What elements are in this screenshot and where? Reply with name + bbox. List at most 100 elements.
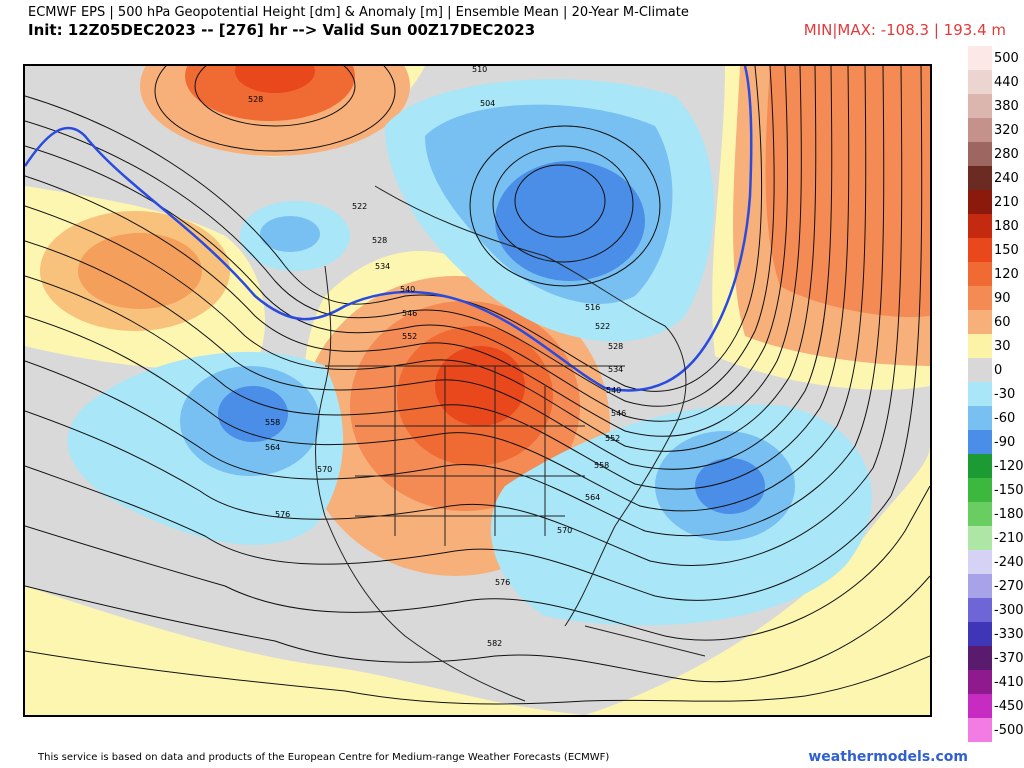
positive-anomaly-us-core [435, 346, 525, 426]
legend-swatch [968, 286, 992, 310]
legend-row: 210 [968, 190, 1024, 214]
legend-label: 30 [994, 338, 1011, 354]
min-max-readout: MIN|MAX: -108.3 | 193.4 m [803, 21, 1006, 39]
legend-label: -330 [994, 626, 1024, 642]
legend-swatch [968, 262, 992, 286]
positive-anomaly-north-core [235, 66, 315, 93]
legend-row: -150 [968, 478, 1024, 502]
contour-label: 528 [248, 95, 263, 104]
legend-row: 320 [968, 118, 1024, 142]
legend-label: 280 [994, 146, 1019, 162]
map-canvas: 510 504 528 522 528 534 540 546 552 558 … [25, 66, 930, 715]
legend-swatch [968, 142, 992, 166]
legend-row: 0 [968, 358, 1024, 382]
legend-swatch [968, 214, 992, 238]
legend-label: 440 [994, 74, 1019, 90]
contour-label: 534 [375, 262, 390, 271]
legend-swatch [968, 358, 992, 382]
legend-row: 440 [968, 70, 1024, 94]
legend-row: 180 [968, 214, 1024, 238]
contour-label: 570 [557, 526, 572, 535]
negative-anomaly-atlantic-core [695, 458, 765, 514]
legend-label: 320 [994, 122, 1019, 138]
brand-link[interactable]: weathermodels.com [808, 749, 968, 765]
contour-label: 504 [480, 99, 495, 108]
legend-row: -210 [968, 526, 1024, 550]
positive-anomaly-atlantic-inner [765, 66, 930, 317]
contour-label: 558 [265, 418, 280, 427]
legend-swatch [968, 46, 992, 70]
positive-anomaly-zone-south-east [585, 446, 930, 715]
contour-label: 540 [400, 285, 415, 294]
legend-row: -30 [968, 382, 1024, 406]
contour-label: 564 [265, 443, 280, 452]
legend-row: 120 [968, 262, 1024, 286]
legend-swatch [968, 622, 992, 646]
legend-label: -210 [994, 530, 1024, 546]
legend-row: -370 [968, 646, 1024, 670]
legend-row: -60 [968, 406, 1024, 430]
positive-anomaly-north-mid [185, 66, 355, 121]
anomaly-color-legend: 500 440 380 320 280 240 210 180 150 120 90 60 30 0 -30… [968, 46, 1024, 750]
legend-row: -240 [968, 550, 1024, 574]
contour-label: 540 [606, 386, 621, 395]
legend-label: -300 [994, 602, 1024, 618]
legend-row: 240 [968, 166, 1024, 190]
legend-label: 500 [994, 50, 1019, 66]
legend-label: -500 [994, 722, 1024, 738]
legend-label: 150 [994, 242, 1019, 258]
legend-label: -120 [994, 458, 1024, 474]
ecmwf-disclaimer: This service is based on data and produc… [38, 752, 610, 763]
legend-swatch [968, 94, 992, 118]
legend-swatch [968, 70, 992, 94]
contour-label: 582 [487, 639, 502, 648]
legend-swatch [968, 670, 992, 694]
legend-row: 150 [968, 238, 1024, 262]
legend-row: 280 [968, 142, 1024, 166]
contour-label: 558 [594, 461, 609, 470]
legend-label: 380 [994, 98, 1019, 114]
contour-label: 510 [472, 66, 487, 74]
legend-label: 210 [994, 194, 1019, 210]
legend-swatch [968, 598, 992, 622]
legend-swatch [968, 526, 992, 550]
legend-swatch [968, 190, 992, 214]
legend-row: -90 [968, 430, 1024, 454]
legend-row: 500 [968, 46, 1024, 70]
legend-label: 0 [994, 362, 1003, 378]
contour-label: 552 [605, 434, 620, 443]
legend-row: -120 [968, 454, 1024, 478]
contour-label: 552 [402, 332, 417, 341]
legend-swatch [968, 478, 992, 502]
legend-row: 90 [968, 286, 1024, 310]
legend-row: -330 [968, 622, 1024, 646]
legend-label: -60 [994, 410, 1016, 426]
legend-label: -30 [994, 386, 1016, 402]
legend-label: -270 [994, 578, 1024, 594]
legend-label: -150 [994, 482, 1024, 498]
contour-label: 570 [317, 465, 332, 474]
legend-label: -180 [994, 506, 1024, 522]
contour-label: 522 [352, 202, 367, 211]
legend-row: -300 [968, 598, 1024, 622]
legend-label: 180 [994, 218, 1019, 234]
legend-label: -410 [994, 674, 1024, 690]
legend-swatch [968, 454, 992, 478]
legend-label: 240 [994, 170, 1019, 186]
legend-swatch [968, 166, 992, 190]
contour-label: 546 [402, 309, 417, 318]
contour-label: 576 [275, 510, 290, 519]
legend-row: 60 [968, 310, 1024, 334]
contour-label: 528 [372, 236, 387, 245]
legend-row: 380 [968, 94, 1024, 118]
contour-label: 528 [608, 342, 623, 351]
legend-swatch [968, 646, 992, 670]
legend-label: 60 [994, 314, 1011, 330]
legend-swatch [968, 430, 992, 454]
legend-label: -450 [994, 698, 1024, 714]
540dm-contour [25, 66, 753, 392]
legend-label: -370 [994, 650, 1024, 666]
legend-swatch [968, 550, 992, 574]
legend-swatch [968, 406, 992, 430]
legend-swatch [968, 238, 992, 262]
